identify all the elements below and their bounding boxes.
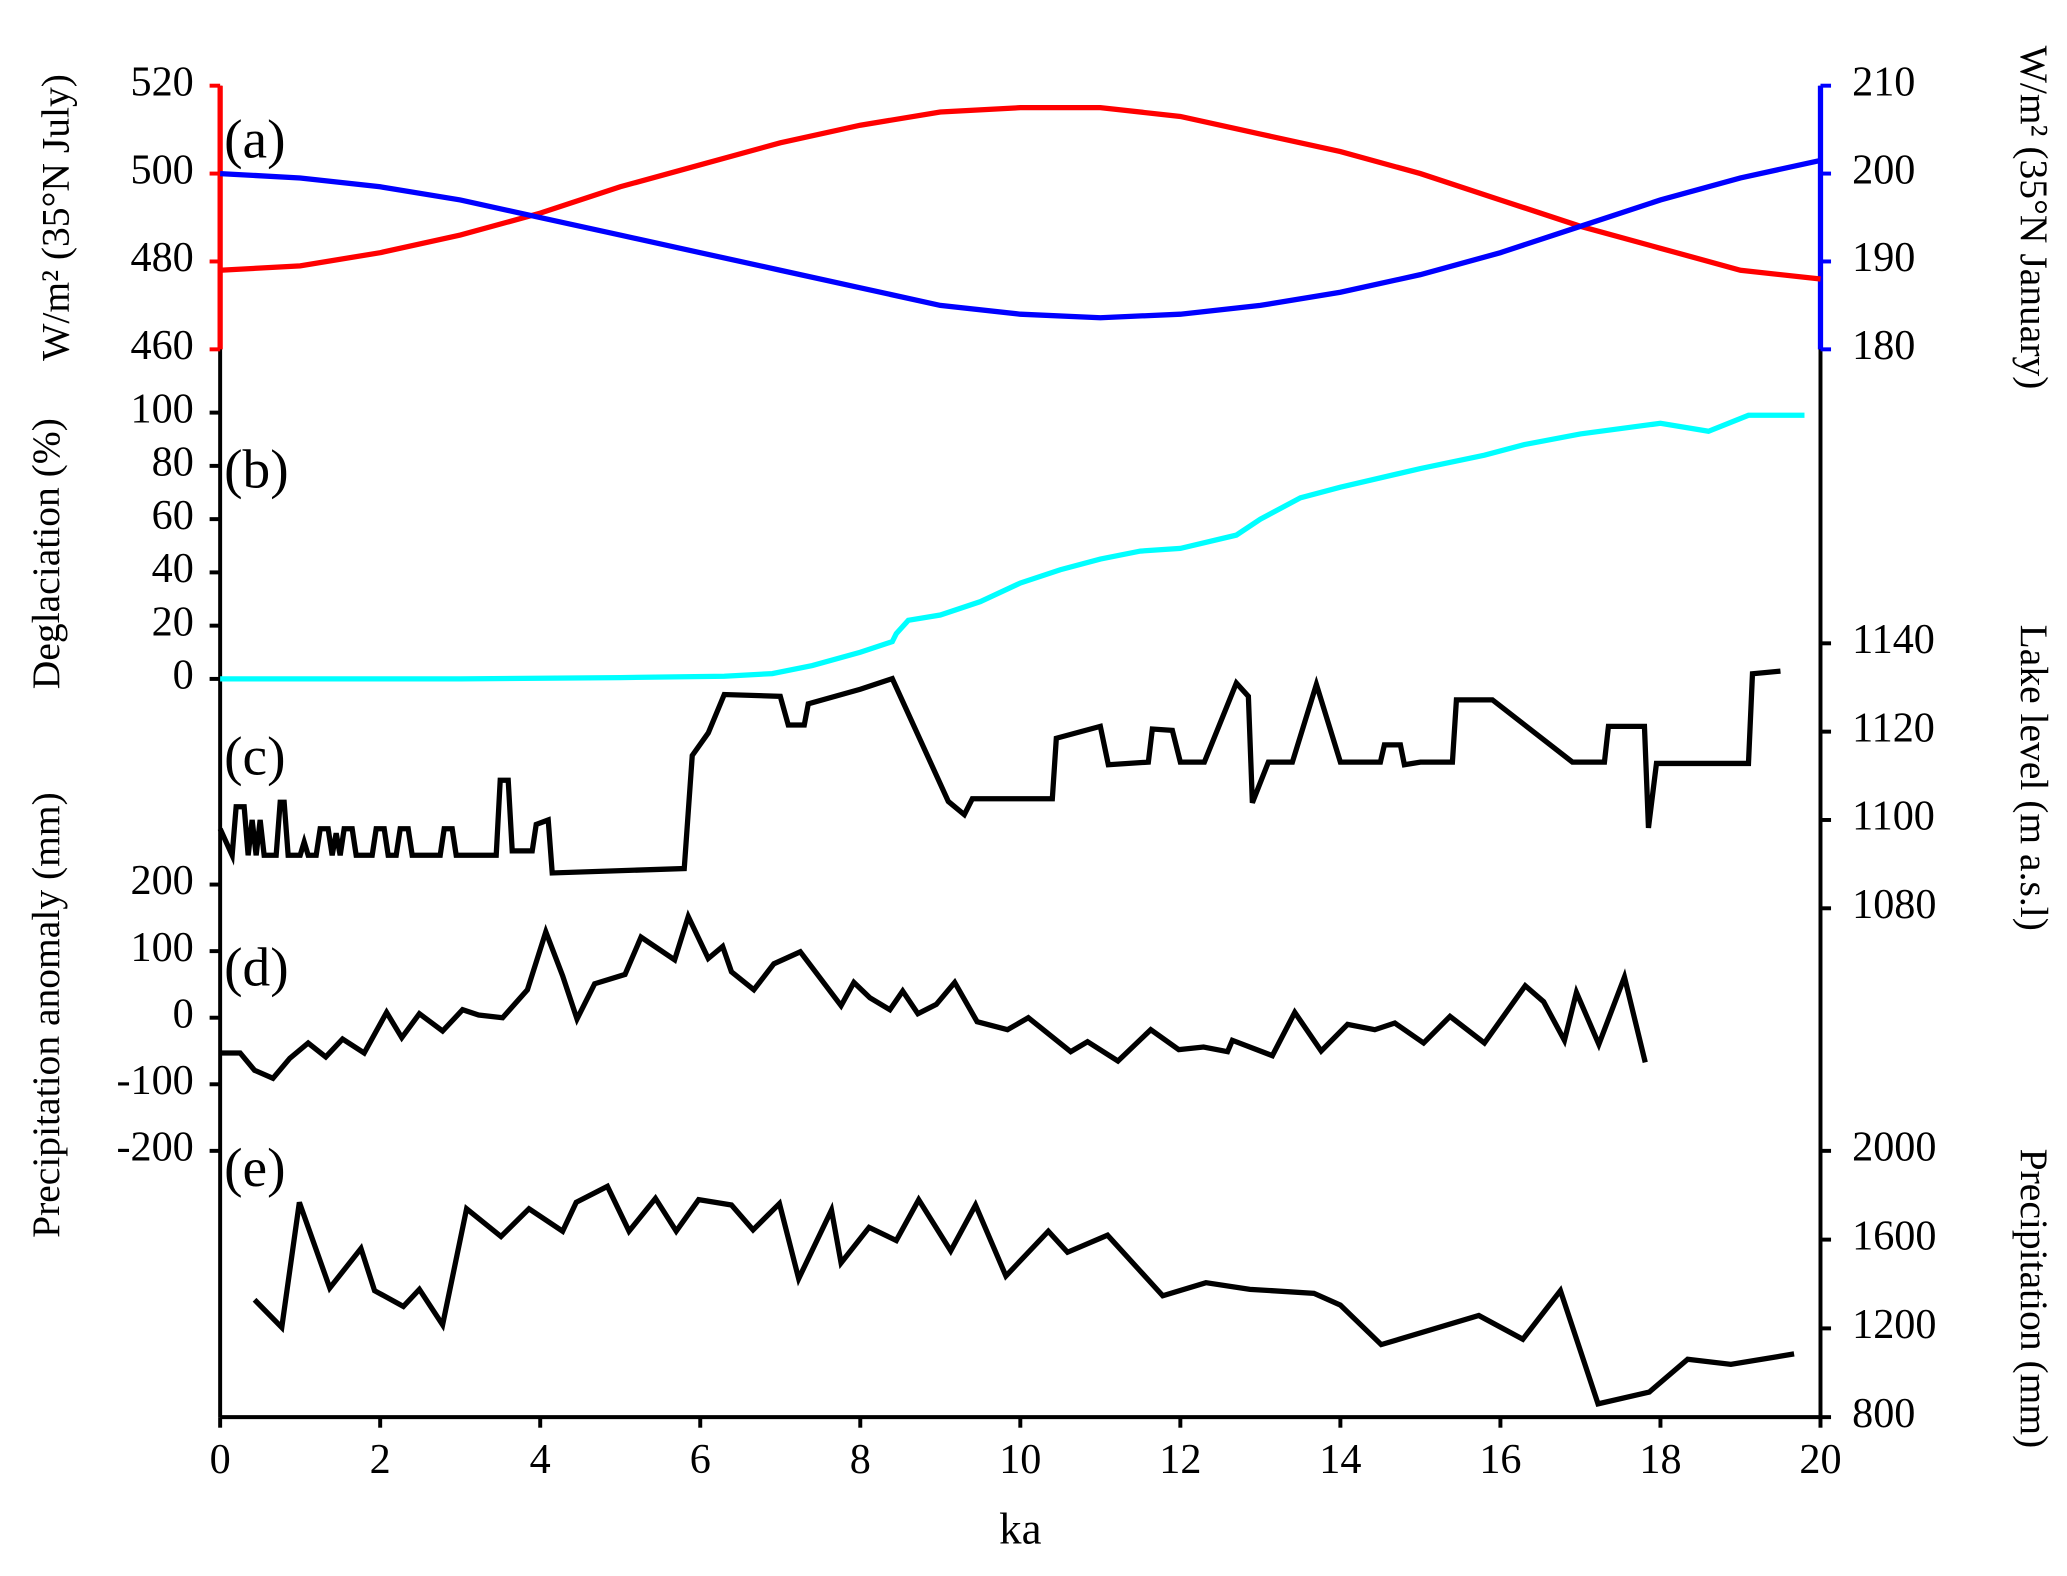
x-tick-label: 4 (530, 1436, 551, 1483)
y2-axis-label: Precipitation (mm) (2012, 1149, 2056, 1449)
y-tick-label: 100 (131, 385, 194, 432)
y-axis-label: W/m² (35°N July) (33, 74, 77, 361)
y2-tick-label: 1200 (1852, 1301, 1936, 1348)
y-axis-label: Deglaciation (%) (24, 418, 68, 689)
y2-tick-label: 1140 (1852, 616, 1935, 663)
y2-tick-label: 800 (1852, 1390, 1915, 1437)
y2-tick-label: 180 (1852, 322, 1915, 369)
y-tick-label: 60 (152, 492, 194, 539)
x-tick-label: 0 (210, 1436, 231, 1483)
y-tick-label: -100 (116, 1057, 193, 1104)
x-tick-label: 16 (1479, 1436, 1521, 1483)
x-tick-label: 14 (1319, 1436, 1361, 1483)
x-tick-label: 8 (850, 1436, 871, 1483)
y2-tick-label: 1080 (1852, 881, 1936, 928)
y2-tick-label: 1120 (1852, 704, 1935, 751)
panel-label: (b) (224, 438, 289, 499)
y-tick-label: 100 (131, 924, 194, 971)
y-tick-label: -200 (116, 1124, 193, 1171)
y-axis-label: Precipitation anomaly (mm) (24, 792, 68, 1238)
y-tick-label: 520 (131, 58, 194, 105)
series-line (220, 105, 1821, 282)
y2-axis-label: Lake level (m a.s.l) (2012, 625, 2056, 931)
series-line (220, 909, 1648, 1082)
series-line (252, 1182, 1795, 1407)
series-line (217, 668, 1781, 876)
x-tick-label: 20 (1799, 1436, 1841, 1483)
y-tick-label: 80 (152, 439, 194, 486)
x-tick-label: 2 (370, 1436, 391, 1483)
x-axis-label: ka (999, 1503, 1041, 1553)
y2-tick-label: 1600 (1852, 1212, 1936, 1259)
x-tick-label: 18 (1639, 1436, 1681, 1483)
y-tick-label: 500 (131, 146, 194, 193)
y-tick-label: 0 (173, 990, 194, 1037)
series-line (220, 157, 1822, 321)
y2-tick-label: 1100 (1852, 793, 1935, 840)
y2-tick-label: 190 (1852, 234, 1915, 281)
panel-label: (c) (224, 726, 285, 787)
x-tick-label: 10 (999, 1436, 1041, 1483)
x-tick-label: 6 (690, 1436, 711, 1483)
panel-label: (e) (224, 1137, 285, 1198)
y-tick-label: 40 (152, 545, 194, 592)
y2-tick-label: 200 (1852, 146, 1915, 193)
panel-label: (a) (224, 109, 285, 170)
y2-tick-label: 210 (1852, 58, 1915, 105)
y2-axis-label: W/m² (35°N January) (2012, 46, 2056, 390)
y-tick-label: 480 (131, 234, 194, 281)
series-line (220, 412, 1805, 682)
panel-label: (d) (224, 937, 289, 998)
y-tick-label: 0 (173, 652, 194, 699)
x-tick-label: 12 (1159, 1436, 1201, 1483)
y-tick-label: 200 (131, 857, 194, 904)
y2-tick-label: 2000 (1852, 1124, 1936, 1171)
y-tick-label: 20 (152, 598, 194, 645)
y-tick-label: 460 (131, 322, 194, 369)
